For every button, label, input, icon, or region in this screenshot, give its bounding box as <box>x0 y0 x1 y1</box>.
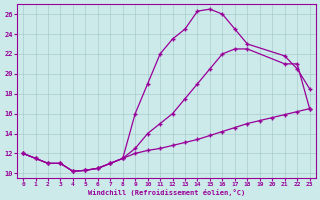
X-axis label: Windchill (Refroidissement éolien,°C): Windchill (Refroidissement éolien,°C) <box>88 189 245 196</box>
